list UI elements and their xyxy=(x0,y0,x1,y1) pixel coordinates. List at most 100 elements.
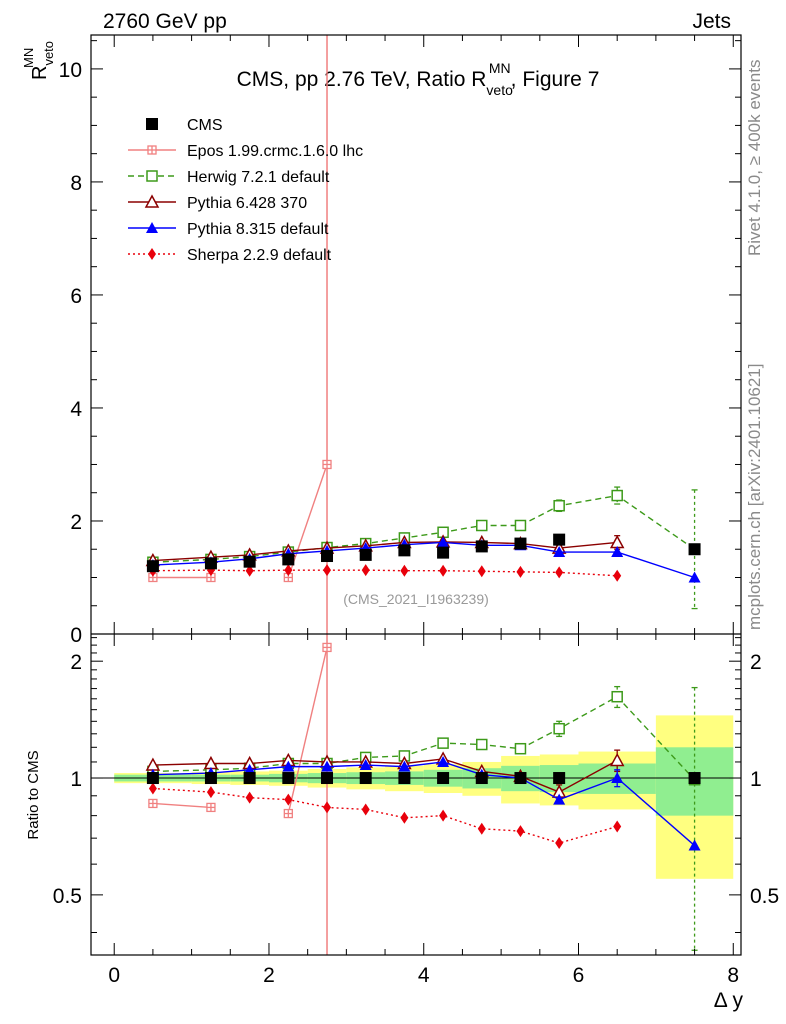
herwig-values-point xyxy=(611,489,623,502)
cms-values-point xyxy=(282,553,295,566)
cms-values-point xyxy=(321,550,334,563)
pythia-ratio-point xyxy=(321,760,334,772)
x-tick-label: 8 xyxy=(727,964,739,987)
cms-values-point xyxy=(688,543,701,556)
pythia-ratio-point xyxy=(611,772,624,784)
svg-text:RvetoMN: RvetoMN xyxy=(21,41,56,80)
legend-marker-sherpa xyxy=(148,248,156,260)
sherpa-values-point xyxy=(439,564,448,577)
y-axis-title: RvetoMN xyxy=(21,41,56,80)
cms-ratio-point xyxy=(359,772,372,785)
y-tick-label: 10 xyxy=(59,59,82,82)
legend-marker-herwig xyxy=(146,170,158,182)
cms-values-point xyxy=(359,548,372,561)
sherpa-values-point xyxy=(323,564,332,577)
sherpa-values-point xyxy=(555,566,564,579)
sherpa-ratio-point xyxy=(245,791,254,804)
sherpa-ratio-point xyxy=(361,803,370,816)
cms-values-point xyxy=(146,560,159,573)
cms-values-point xyxy=(553,533,566,546)
y-tick-label: 0 xyxy=(70,624,82,647)
sherpa-values-point xyxy=(361,564,370,577)
cms-ratio-point xyxy=(437,772,450,785)
legend-label-herwig: Herwig 7.2.1 default xyxy=(187,169,330,186)
pythia-ratio-point xyxy=(553,793,566,805)
cms-ratio-point xyxy=(514,772,527,785)
pythia-ratio-point xyxy=(398,760,411,772)
pythia-ratio-point xyxy=(437,755,450,767)
epos-ratio-line xyxy=(287,647,328,814)
sherpa-values-point xyxy=(245,564,254,577)
sherpa-values-point xyxy=(516,565,525,578)
cms-ratio-point xyxy=(243,772,256,785)
sherpa-ratio-line xyxy=(152,787,618,844)
sherpa-values-point xyxy=(613,569,622,582)
x-tick-label: 0 xyxy=(108,964,120,987)
herwig-values-point xyxy=(476,519,488,532)
pythia-ratio-point xyxy=(282,760,295,772)
herwig-ratio-point xyxy=(476,738,488,751)
chart-title: CMS, pp 2.76 TeV, Ratio RvetoMN, Figure … xyxy=(237,60,600,98)
sherpa-ratio-point xyxy=(323,801,332,814)
epos-ratio-point xyxy=(283,808,293,819)
ratio-y-tick-label: 1 xyxy=(70,768,82,791)
herwig-values-point xyxy=(514,519,527,532)
header-right: Jets xyxy=(692,10,731,33)
cms-values-point xyxy=(204,557,217,570)
sherpa-values-point xyxy=(477,565,486,578)
pythia-values-point xyxy=(611,546,624,558)
y-tick-label: 8 xyxy=(70,172,82,195)
x-tick-label: 4 xyxy=(418,964,430,987)
pythia-values-point xyxy=(553,546,566,558)
sherpa-ratio-point xyxy=(477,822,486,835)
legend-marker-cms xyxy=(146,118,158,130)
cms-values-point xyxy=(514,537,527,550)
y-tick-label: 2 xyxy=(70,511,82,534)
y-tick-label: 4 xyxy=(70,398,82,421)
epos-ratio-line xyxy=(152,802,211,809)
ratio-y-tick-label-right: 0.5 xyxy=(750,885,779,908)
pythia-ratio-line xyxy=(152,758,618,793)
pythia-values-line xyxy=(152,541,618,562)
mcplots-watermark: mcplots.cern.ch [arXiv:2401.10621] xyxy=(745,363,764,630)
sherpa-ratio-point xyxy=(613,820,622,833)
herwig-values-point xyxy=(553,499,565,512)
pythia-ratio-point xyxy=(609,752,625,767)
series-cms xyxy=(146,533,701,785)
series-epos xyxy=(148,459,332,819)
sherpa-values-line xyxy=(152,569,618,577)
sherpa-ratio-point xyxy=(516,825,525,838)
cms-ratio-point xyxy=(688,772,701,785)
cms-ratio-point xyxy=(475,772,488,785)
header-left: 2760 GeV pp xyxy=(103,10,227,33)
herwig-ratio-point xyxy=(611,690,623,703)
sherpa-ratio-point xyxy=(555,837,564,850)
ratio-y-tick-label: 2 xyxy=(70,651,82,674)
pythia-ratio-point xyxy=(688,839,701,851)
y-tick-label: 6 xyxy=(70,285,82,308)
cms-ratio-point xyxy=(321,772,334,785)
ratio-y-tick-label-right: 2 xyxy=(750,651,762,674)
pythia-values-point xyxy=(437,536,450,548)
sherpa-values-point xyxy=(400,564,409,577)
analysis-tag: (CMS_2021_I1963239) xyxy=(343,591,489,607)
sherpa-ratio-point xyxy=(400,811,409,824)
series-sherpa xyxy=(148,564,622,850)
sherpa-ratio-point xyxy=(206,786,215,799)
legend-marker-pythia xyxy=(144,194,160,208)
cms-ratio-point xyxy=(204,772,217,785)
legend-label-sherpa: Sherpa 2.2.9 default xyxy=(187,247,332,264)
legend-label-cms: CMS xyxy=(187,117,223,134)
legend: CMS Epos 1.99.crmc.1.6.0 lhc Herwig 7.2.1 … xyxy=(128,117,363,264)
sherpa-ratio-point xyxy=(284,793,293,806)
sherpa-values-point xyxy=(284,564,293,577)
herwig-ratio-point xyxy=(514,742,527,755)
cms-ratio-point xyxy=(146,772,159,785)
cms-values-point xyxy=(398,544,411,557)
legend-marker-pythia xyxy=(146,222,158,233)
legend-marker-epos xyxy=(147,145,157,155)
cms-values-point xyxy=(243,555,256,568)
x-axis-title: Δ y xyxy=(714,989,744,1012)
epos-values-point xyxy=(322,459,332,470)
